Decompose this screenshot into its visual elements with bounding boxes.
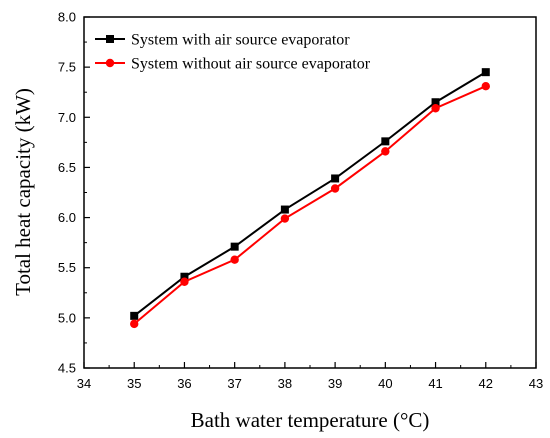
data-point <box>180 277 189 286</box>
data-point <box>130 319 139 329</box>
data-point <box>280 214 290 223</box>
data-point <box>431 104 440 113</box>
y-tick-label: 6.5 <box>58 160 76 175</box>
data-point <box>381 147 390 156</box>
legend-swatch-marker <box>105 58 115 68</box>
legend-swatch-marker <box>106 35 114 43</box>
data-point <box>331 174 340 183</box>
legend: System with air source evaporator System … <box>95 32 371 73</box>
y-axis-title: Total heat capacity (kW) <box>11 88 35 296</box>
data-point <box>230 255 239 264</box>
data-point <box>330 184 340 193</box>
series-line <box>133 85 487 325</box>
data-point <box>180 272 189 281</box>
legend-label: System without air source evaporator <box>131 56 371 73</box>
series-1 <box>130 68 490 320</box>
x-tick-label: 37 <box>227 376 241 391</box>
data-point <box>481 81 490 91</box>
x-tick-label: 41 <box>428 376 442 391</box>
series-line <box>133 71 487 317</box>
series-2 <box>130 81 490 329</box>
x-tick-label: 40 <box>378 376 392 391</box>
x-axis-title: Bath water temperature (°C) <box>191 408 430 432</box>
axis-ticks <box>83 16 537 369</box>
y-tick-label: 7.0 <box>58 110 76 125</box>
data-point <box>481 68 490 77</box>
data-point <box>280 205 289 214</box>
x-tick-label: 36 <box>177 376 191 391</box>
x-tick-label: 39 <box>328 376 342 391</box>
series-layer <box>130 68 490 329</box>
data-point <box>130 311 139 320</box>
y-tick-label: 6.0 <box>58 210 76 225</box>
data-point <box>431 98 440 107</box>
x-tick-label: 35 <box>127 376 141 391</box>
x-tick-label: 42 <box>479 376 493 391</box>
legend-entry-2: System without air source evaporator <box>95 56 371 73</box>
y-tick-label: 4.5 <box>58 361 76 376</box>
x-tick-label: 38 <box>278 376 292 391</box>
legend-label: System with air source evaporator <box>131 32 350 49</box>
data-point <box>381 137 390 146</box>
x-tick-label: 34 <box>77 376 91 391</box>
axis-tick-labels: 34 35 36 37 38 39 40 41 42 43 4.5 5.0 5.5 6.0 6.5 7.0 7.… <box>58 10 543 392</box>
y-tick-label: 7.5 <box>58 60 76 75</box>
y-tick-label: 5.5 <box>58 260 76 275</box>
y-tick-label: 5.0 <box>58 310 76 325</box>
data-point <box>230 242 239 251</box>
x-tick-label: 43 <box>529 376 543 391</box>
y-tick-label: 8.0 <box>58 10 76 25</box>
legend-entry-1: System with air source evaporator <box>95 32 350 49</box>
